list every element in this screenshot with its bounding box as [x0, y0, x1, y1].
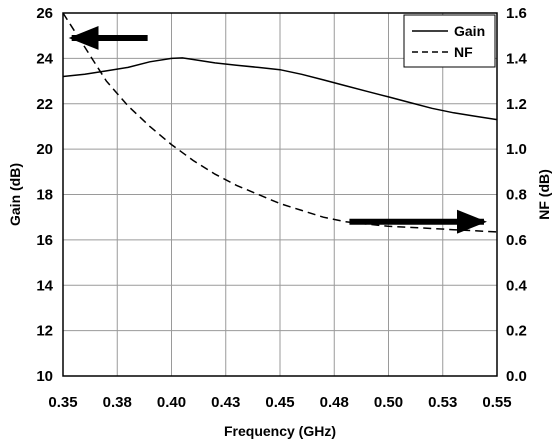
y-right-tick-label: 0.6 — [506, 232, 527, 249]
y-left-tick-label: 10 — [36, 368, 53, 385]
series-line-gain — [62, 57, 498, 121]
y-left-tick-label: 20 — [36, 141, 53, 158]
y-left-tick-label: 14 — [36, 277, 53, 294]
legend-label-gain: Gain — [454, 23, 485, 39]
x-tick-label: 0.43 — [211, 394, 240, 411]
y-left-tick-label: 26 — [36, 5, 53, 22]
series-line-nf — [62, 12, 498, 233]
y-right-tick-label: 0.2 — [506, 323, 527, 340]
y-left-axis-label: Gain (dB) — [7, 163, 23, 226]
plot-frame — [62, 12, 498, 377]
y-right-tick-label: 1.6 — [506, 5, 527, 22]
y-left-tick-label: 24 — [36, 50, 53, 67]
y-left-tick-label: 16 — [36, 232, 53, 249]
x-ticks: 0.35 0.38 0.40 0.43 0.45 0.48 0.50 0.53 0.55 — [48, 394, 511, 411]
y-right-axis-label: NF (dB) — [536, 169, 552, 220]
y-left-tick-label: 12 — [36, 323, 53, 340]
x-tick-label: 0.38 — [103, 394, 132, 411]
y-right-tick-label: 0.8 — [506, 187, 527, 204]
annotations — [68, 25, 487, 234]
y-right-tick-label: 1.0 — [506, 141, 527, 158]
y-left-ticks: 10 12 14 16 18 20 22 24 26 — [36, 5, 53, 385]
legend-box — [403, 14, 496, 68]
y-right-tick-label: 0.4 — [506, 277, 528, 294]
x-tick-label: 0.53 — [428, 394, 457, 411]
legend: Gain NF — [403, 14, 496, 68]
legend-label-nf: NF — [454, 44, 473, 60]
y-right-tick-label: 1.2 — [506, 96, 527, 113]
y-left-tick-label: 18 — [36, 187, 53, 204]
x-tick-label: 0.45 — [265, 394, 294, 411]
x-tick-label: 0.55 — [482, 394, 511, 411]
x-tick-label: 0.35 — [48, 394, 77, 411]
y-right-tick-label: 1.4 — [506, 50, 528, 67]
y-left-tick-label: 22 — [36, 96, 53, 113]
x-tick-label: 0.48 — [320, 394, 349, 411]
x-tick-label: 0.50 — [374, 394, 403, 411]
series-group — [62, 12, 498, 233]
y-right-ticks: 0.0 0.2 0.4 0.6 0.8 1.0 1.2 1.4 1.6 — [506, 5, 528, 385]
y-right-tick-label: 0.0 — [506, 368, 527, 385]
x-axis-label: Frequency (GHz) — [224, 423, 336, 439]
x-tick-label: 0.40 — [157, 394, 186, 411]
